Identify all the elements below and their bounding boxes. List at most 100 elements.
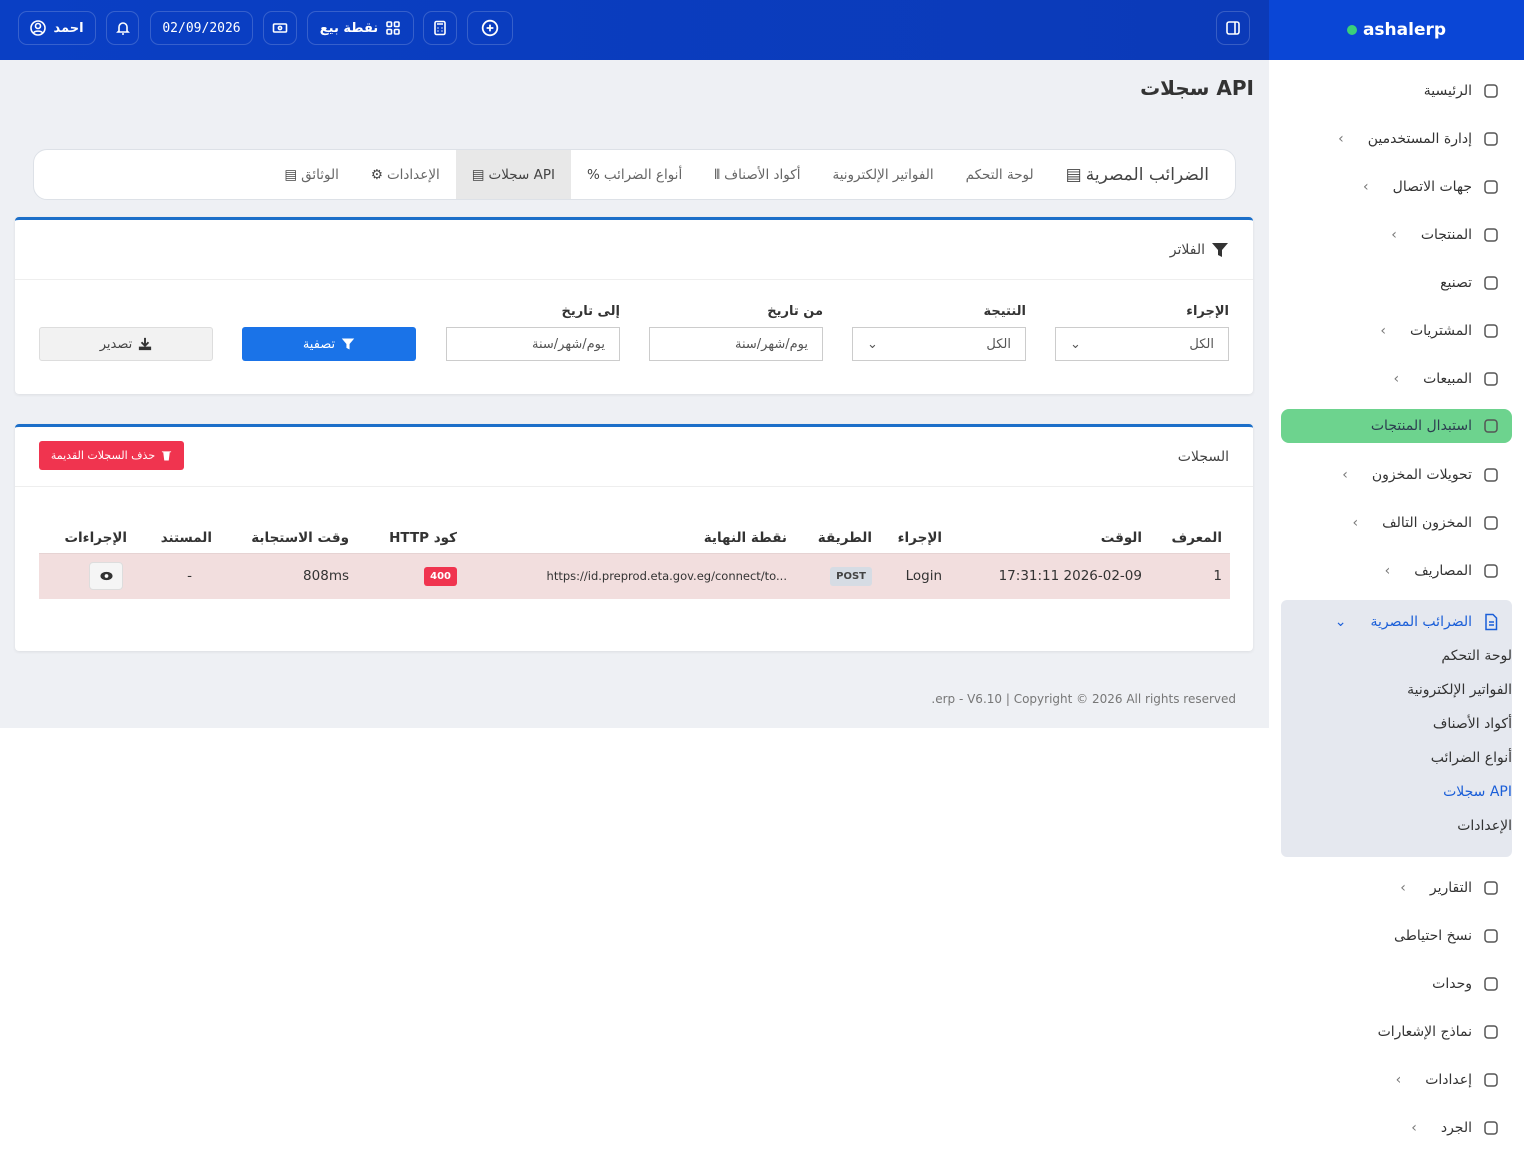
chevron-down-icon: ⌄ [867,336,878,352]
sidebar-toggle-button[interactable] [1216,11,1250,45]
sidebar-item[interactable]: المخزون التالف ‹ [1281,505,1512,541]
chevron-left-icon: ‹ [1352,515,1359,531]
sidebar-item[interactable]: وحدات [1281,966,1512,1002]
sidebar-subitem[interactable]: الفواتير الإلكترونية [1407,682,1512,698]
calculator-icon [434,20,446,36]
logs-table: المعرف الوقت الإجراء الطريقة نقطة النهاية كود… [39,523,1230,599]
result-select[interactable]: الكل ⌄ [852,327,1026,361]
sidebar-subitem[interactable]: سجلات API [1443,784,1512,800]
cash-icon [272,23,288,33]
inventory-icon [1484,1121,1498,1135]
bell-icon [115,22,130,35]
chevron-left-icon: ‹ [1380,323,1386,339]
delete-old-logs-button[interactable]: حذف السجلات القديمة [39,441,184,470]
sidebar-item[interactable]: تحويلات المخزون ‹ [1281,457,1512,493]
action-label: الإجراء [1186,304,1229,319]
date-display[interactable]: 02/09/2026 [150,11,253,45]
column-header: الإجراء [897,529,942,546]
eye-icon [99,572,113,581]
cell-document: - [135,552,220,599]
tab-label: سجلات API [488,166,555,183]
sidebar-item[interactable]: نسخ احتياطى [1281,918,1512,954]
tab-7[interactable]: ▤ الوثائق [268,150,355,199]
tab-4[interactable]: % أنواع الضرائب [571,150,698,199]
column-header: كود HTTP [389,529,457,546]
tab-label: الضرائب المصرية [1085,164,1209,185]
column-header: المعرف [1171,529,1222,546]
sidebar-item[interactable]: المصاريف ‹ [1281,553,1512,589]
sidebar-subitem[interactable]: لوحة التحكم [1441,648,1512,664]
result-label: النتيجة [983,304,1026,319]
calculator-button[interactable] [423,11,457,45]
tab-5[interactable]: ▤ سجلات API [455,150,571,199]
sidebar-item[interactable]: جهات الاتصال ‹ [1281,169,1512,205]
sidebar-item-label: المخزون التالف [1382,515,1472,531]
sidebar-item[interactable]: التقارير ‹ [1281,870,1512,906]
receipt-icon [1484,564,1498,578]
action-select[interactable]: الكل ⌄ [1055,327,1229,361]
sidebar-item-label: تصنيع [1440,275,1472,291]
cash-register-button[interactable] [263,11,297,45]
box-icon [1484,228,1498,242]
sidebar-group-label: الضرائب المصرية [1370,614,1472,630]
tab-1[interactable]: لوحة التحكم [950,150,1050,199]
sidebar-group-header[interactable]: الضرائب المصرية ⌄ [1281,604,1512,640]
sidebar-item-label: المشتريات [1409,323,1472,339]
cell-http: 400 [357,552,465,599]
gear-icon [1484,1073,1498,1087]
sidebar-item[interactable]: نماذج الإشعارات [1281,1014,1512,1050]
view-button[interactable] [89,562,123,591]
sidebar-item[interactable]: المنتجات ‹ [1281,217,1512,253]
tab-0[interactable]: ▤ الضرائب المصرية [1050,150,1209,199]
top-bar: احمد 02/09/2026 نقطة بيع [0,0,1269,60]
filter-button[interactable]: تصفية [242,327,416,361]
from-date-input[interactable]: يوم/شهر/سنة [649,327,823,361]
table-header-row: المعرف الوقت الإجراء الطريقة نقطة النهاية كود… [39,523,1230,553]
brand-logo[interactable]: ashalerp [1269,0,1524,60]
chevron-left-icon: ‹ [1391,227,1397,243]
sidebar-item[interactable]: الرئيسية [1281,73,1512,109]
cell-endpoint: https://id.preprod.eta.gov.eg/connect/to… [465,552,795,599]
export-button[interactable]: تصدير [39,327,213,361]
filter-button-label: تصفية [302,336,336,352]
notifications-button[interactable] [106,11,139,45]
tab-2[interactable]: الفواتير الإلكترونية [816,150,949,199]
logs-card: السجلات حذف السجلات القديمة المعرف الوقت ا… [15,424,1253,651]
cell-actions [39,552,135,599]
sidebar-item-label: وحدات [1432,976,1472,992]
sidebar-item[interactable]: استبدال المنتجات [1281,409,1512,443]
sidebar-item[interactable]: الجرد ‹ [1281,1110,1512,1146]
pos-button[interactable]: نقطة بيع [307,11,414,45]
sidebar-subitem[interactable]: الإعدادات [1457,818,1512,834]
brand-name: ashalerp [1362,20,1447,40]
export-button-label: تصدير [99,336,133,352]
sidebar-item[interactable]: المشتريات ‹ [1281,313,1512,349]
sidebar-item[interactable]: المبيعات ‹ [1281,361,1512,397]
sidebar-subitem[interactable]: أنواع الضرائب [1430,750,1512,766]
sidebar-item-label: إعدادات [1425,1072,1472,1088]
table-row: 1 2026-02-09 17:31:11 Login POST https:/… [39,552,1230,599]
layers-icon [1484,977,1498,991]
sidebar-item[interactable]: إدارة المستخدمين ‹ [1281,121,1512,157]
sidebar-item[interactable]: إعدادات ‹ [1281,1062,1512,1098]
tab-label: أنواع الضرائب [603,166,683,183]
sidebar-item[interactable]: تصنيع [1281,265,1512,301]
filters-header: الفلاتر [15,220,1253,280]
tab-3[interactable]: ⦀ أكواد الأصناف [698,150,816,199]
tab-label: لوحة التحكم [965,166,1034,183]
column-header: نقطة النهاية [703,529,787,546]
list-icon: ▤ [1065,164,1082,185]
database-icon [1484,516,1498,530]
user-menu-button[interactable]: احمد [18,11,96,45]
tab-label: الفواتير الإلكترونية [832,166,934,183]
to-date-input[interactable]: يوم/شهر/سنة [446,327,620,361]
trash-icon [162,451,172,461]
barcode-icon: ⦀ [714,166,721,183]
status-dot [1346,25,1357,35]
report-icon [1484,881,1498,895]
cell-action: Login [880,552,950,599]
tab-6[interactable]: ⚙ الإعدادات [355,150,456,199]
add-button[interactable] [467,11,513,45]
sidebar-subitem[interactable]: أكواد الأصناف [1432,716,1512,732]
column-header: وقت الاستجابة [251,529,349,546]
